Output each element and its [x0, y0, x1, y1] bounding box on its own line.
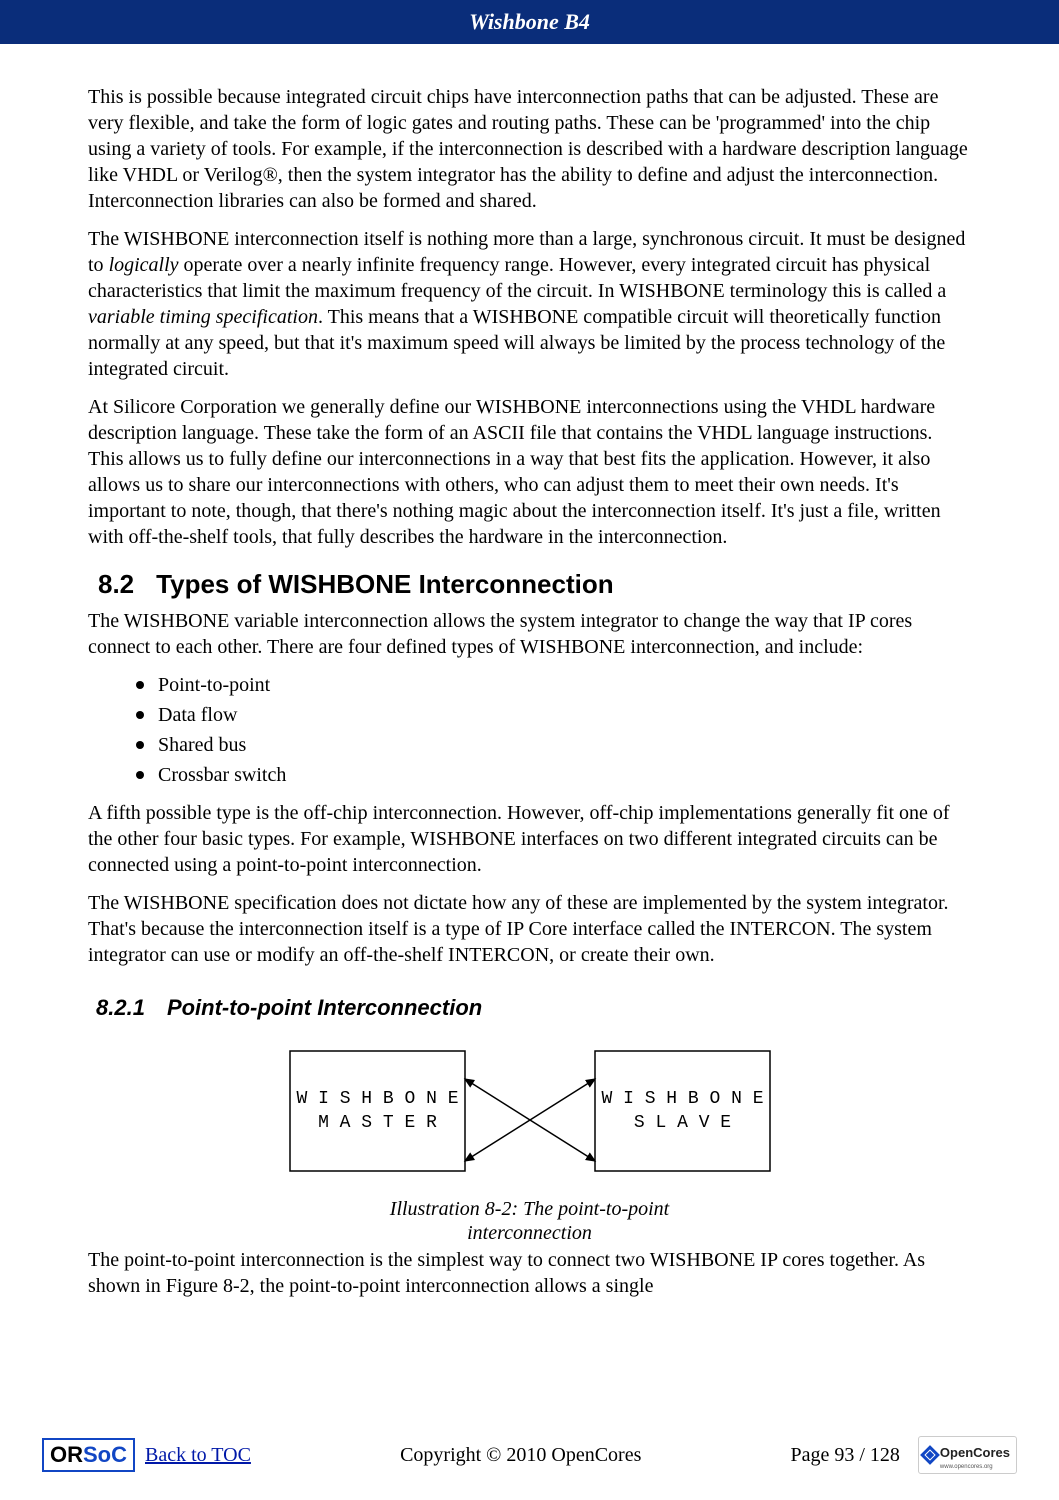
- paragraph-4: The WISHBONE variable interconnection al…: [88, 608, 971, 660]
- figure-caption: Illustration 8-2: The point-to-point int…: [88, 1197, 971, 1245]
- figure-8-2: W I S H B O N E M A S T E R W I S H B O N …: [88, 1036, 971, 1245]
- list-item: Crossbar switch: [88, 762, 971, 788]
- copyright-text: Copyright © 2010 OpenCores: [400, 1444, 641, 1467]
- opencores-logo: OpenCores www.opencores.org: [918, 1436, 1017, 1474]
- section-8-2-heading: 8.2 Types of WISHBONE Interconnection: [88, 568, 971, 602]
- svg-text:W I S H B O N E: W I S H B O N E: [296, 1089, 458, 1109]
- section-8-2-1-heading: 8.2.1 Point-to-point Interconnection: [88, 994, 971, 1023]
- back-to-toc-link[interactable]: Back to TOC: [145, 1444, 251, 1467]
- paragraph-5: A fifth possible type is the off-chip in…: [88, 800, 971, 878]
- list-item: Point-to-point: [88, 672, 971, 698]
- footer-left: ORSoC Back to TOC: [42, 1438, 251, 1472]
- diamond-icon: [920, 1445, 940, 1465]
- paragraph-3: At Silicore Corporation we generally def…: [88, 394, 971, 550]
- page-body: This is possible because integrated circ…: [0, 44, 1059, 1299]
- interconnection-types-list: Point-to-point Data flow Shared bus Cros…: [88, 672, 971, 788]
- footer-right: Page 93 / 128 OpenCores www.opencores.or…: [790, 1436, 1017, 1474]
- subsection-number: 8.2.1: [96, 994, 145, 1023]
- page-number: Page 93 / 128: [790, 1444, 899, 1467]
- header-title: Wishbone B4: [469, 9, 590, 35]
- paragraph-7: The point-to-point interconnection is th…: [88, 1247, 971, 1299]
- section-number: 8.2: [98, 568, 134, 602]
- svg-text:S L A V E: S L A V E: [633, 1113, 730, 1133]
- point-to-point-diagram: W I S H B O N E M A S T E R W I S H B O N …: [280, 1036, 780, 1186]
- list-item: Data flow: [88, 702, 971, 728]
- page-header: Wishbone B4: [0, 0, 1059, 44]
- paragraph-6: The WISHBONE specification does not dict…: [88, 890, 971, 968]
- paragraph-2: The WISHBONE interconnection itself is n…: [88, 226, 971, 382]
- list-item: Shared bus: [88, 732, 971, 758]
- page-footer: ORSoC Back to TOC Copyright © 2010 OpenC…: [0, 1436, 1059, 1474]
- paragraph-1: This is possible because integrated circ…: [88, 84, 971, 214]
- orsoc-logo: ORSoC: [42, 1438, 135, 1472]
- subsection-title: Point-to-point Interconnection: [167, 995, 482, 1020]
- svg-text:W I S H B O N E: W I S H B O N E: [601, 1089, 763, 1109]
- svg-text:M A S T E R: M A S T E R: [318, 1113, 437, 1133]
- section-title: Types of WISHBONE Interconnection: [156, 569, 613, 599]
